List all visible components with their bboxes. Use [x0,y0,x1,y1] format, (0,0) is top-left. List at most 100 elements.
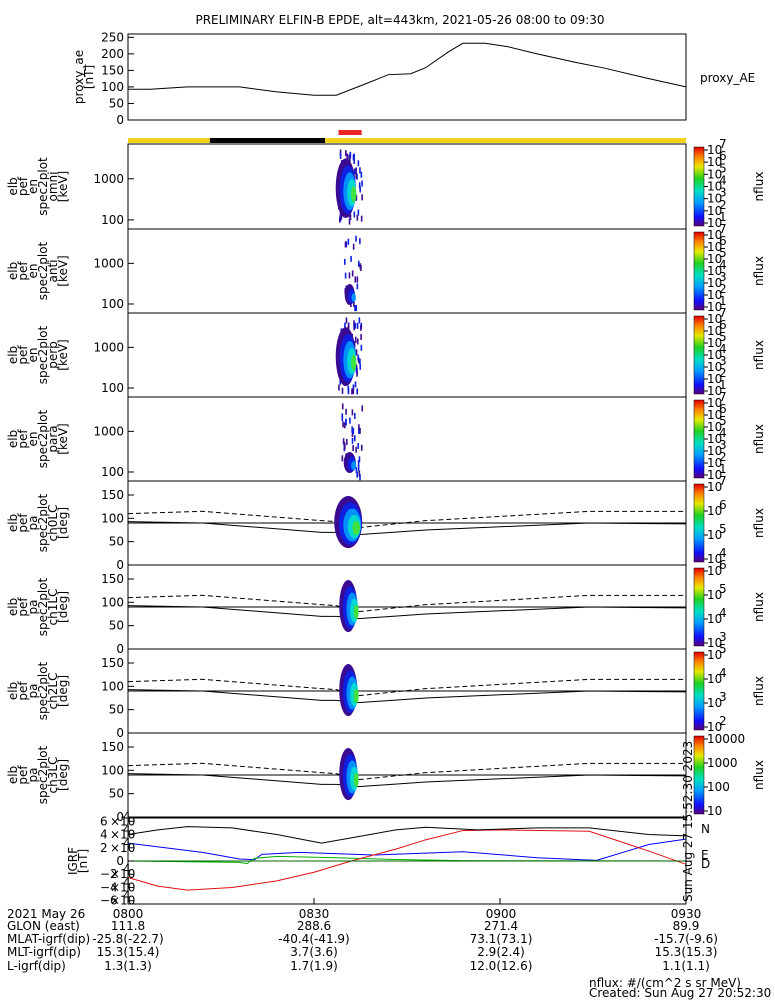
loss-cone-dashed [127,678,686,697]
pa-panel-ylabel-line: pa [26,684,40,699]
flux-speck [353,211,356,218]
flux-speck [345,150,347,157]
energy-panel-ylabel-line: omni [46,172,60,202]
pa-panel-ylabel-line: [deg] [56,759,70,791]
igrf-series-line [127,829,687,891]
flux-speck [356,388,358,395]
colorbar-tick-exponent: 5 [719,246,727,260]
footer-value: -40.4(-41.9) [278,932,349,946]
pa-panel-ylabel-line: spec2plot [36,745,50,804]
flux-speck [351,437,354,444]
colorbar-tick-base: 10 [707,155,722,169]
pa-panel-ylabel-line: pa [26,600,40,615]
colorbar-tick-exponent: 4 [719,546,727,560]
energy-ytick-label: 100 [101,381,124,395]
energy-panel-ylabel-line: perp [46,341,60,369]
footer-value: 0930 [671,907,702,921]
colorbar-tick-base: 10 [707,180,722,194]
igrf-legend-E: E [701,848,709,862]
igrf-ytick-mantissa: 2 [100,841,108,855]
colorbar [693,483,705,563]
footer-value: 0830 [299,907,330,921]
energy-panel-ylabel-line: [keV] [56,171,70,202]
colorbar-tick-base: 10 [707,167,722,181]
colorbar-tick-base: 10 [707,648,722,662]
colorbar-tick-base: 10 [707,672,722,686]
energy-panel-ylabel-line: spec2plot [36,157,50,216]
colorbar-tick-exponent: 7 [719,137,727,151]
footer-value: 73.1(73.1) [470,932,533,946]
energy-panel-ylabel-line: pef [16,345,30,365]
flux-speck [352,445,354,452]
colorbar-tick-exponent: 7 [719,222,727,236]
colorbar-label: nflux [752,256,766,286]
colorbar-label: nflux [752,172,766,202]
flux-speck [357,160,360,167]
flux-speck [345,317,348,324]
flux-speck [347,322,350,329]
colorbar-tick-exponent: 4 [719,426,727,440]
pa-panel-ylabel-line: [deg] [56,675,70,707]
energy-ytick-label: 100 [101,213,124,227]
igrf-ylabel-line: IGRF [66,847,80,875]
colorbar-tick-exponent: 2 [719,450,727,464]
colorbar-tick-exponent: 4 [719,174,727,188]
igrf-legend-D: D [701,857,710,871]
colorbar-tick-exponent: 2 [719,714,727,728]
colorbar-tick-exponent: 5 [719,414,727,428]
flux-speck [360,171,363,178]
colorbar-tick-base: 10 [707,456,722,470]
energy-panel-ylabel-line: elb [6,346,20,364]
colorbar-tick-base: 10 [707,720,722,734]
colorbar-tick-exponent: 6 [719,402,727,416]
footer-value: 0800 [113,907,144,921]
pa-ytick-label: 0 [116,726,124,740]
colorbar-tick-base: 10 [707,588,722,602]
pa-ytick-label: 0 [116,558,124,572]
colorbar-tick-base: 10 [707,696,722,710]
flux-blob [352,520,361,536]
flux-blob [351,461,357,471]
flux-speck [348,157,351,164]
igrf-series-line [127,838,687,861]
colorbar-tick-exponent: 5 [719,642,727,656]
footer-row-label: 2021 May 26 [7,907,85,921]
pa-ytick-label: 100 [101,763,124,777]
igrf-ytick-mantissa: 4 [100,828,108,842]
loss-cone-solid [127,689,687,704]
pa-ytick-label: 0 [116,810,124,824]
flux-speck [354,276,357,283]
flux-speck [342,438,345,445]
colorbar-tick-base: 10 [707,336,722,350]
energy-panel-perp [335,317,363,395]
colorbar-tick-exponent: 6 [719,498,727,512]
units-note: nflux: #/(cm^2 s sr MeV) [589,976,741,990]
flux-speck [356,173,358,180]
footer-value: 111.8 [111,919,145,933]
footer-row-label: MLT-igrf(dip) [7,945,81,959]
flux-speck [358,456,361,463]
colorbar-tick-base: 10 [707,636,722,650]
colorbar-label: nflux [752,676,766,706]
pa-panel-ylabel-line: spec2plot [36,493,50,552]
flux-speck [359,427,361,434]
igrf-ytick-times-ten: ×10 [110,841,135,855]
proxy-ae-ytick-label: 100 [101,80,124,94]
pa-panel-ylabel-line: elb [6,514,20,532]
energy-panel-ylabel-line: elb [6,262,20,280]
colorbar-tick-label: 10000 [707,732,745,746]
energy-ytick-label: 1000 [93,340,124,354]
igrf-ytick-exponent: 4 [123,823,131,837]
loss-cone-solid [127,521,687,536]
energy-panel-ylabel-line: elb [6,177,20,195]
colorbar-tick-base: 10 [707,480,722,494]
energy-panel-omni [335,149,363,225]
flux-speck [355,446,357,453]
colorbar-tick-base: 10 [707,264,722,278]
colorbar-tick-base: 10 [707,360,722,374]
colorbar-tick-exponent: 6 [719,234,727,248]
colorbar [693,231,705,311]
flux-speck [359,474,361,481]
igrf-ytick-exponent: 4 [123,862,131,876]
loss-cone-dashed [127,594,686,613]
